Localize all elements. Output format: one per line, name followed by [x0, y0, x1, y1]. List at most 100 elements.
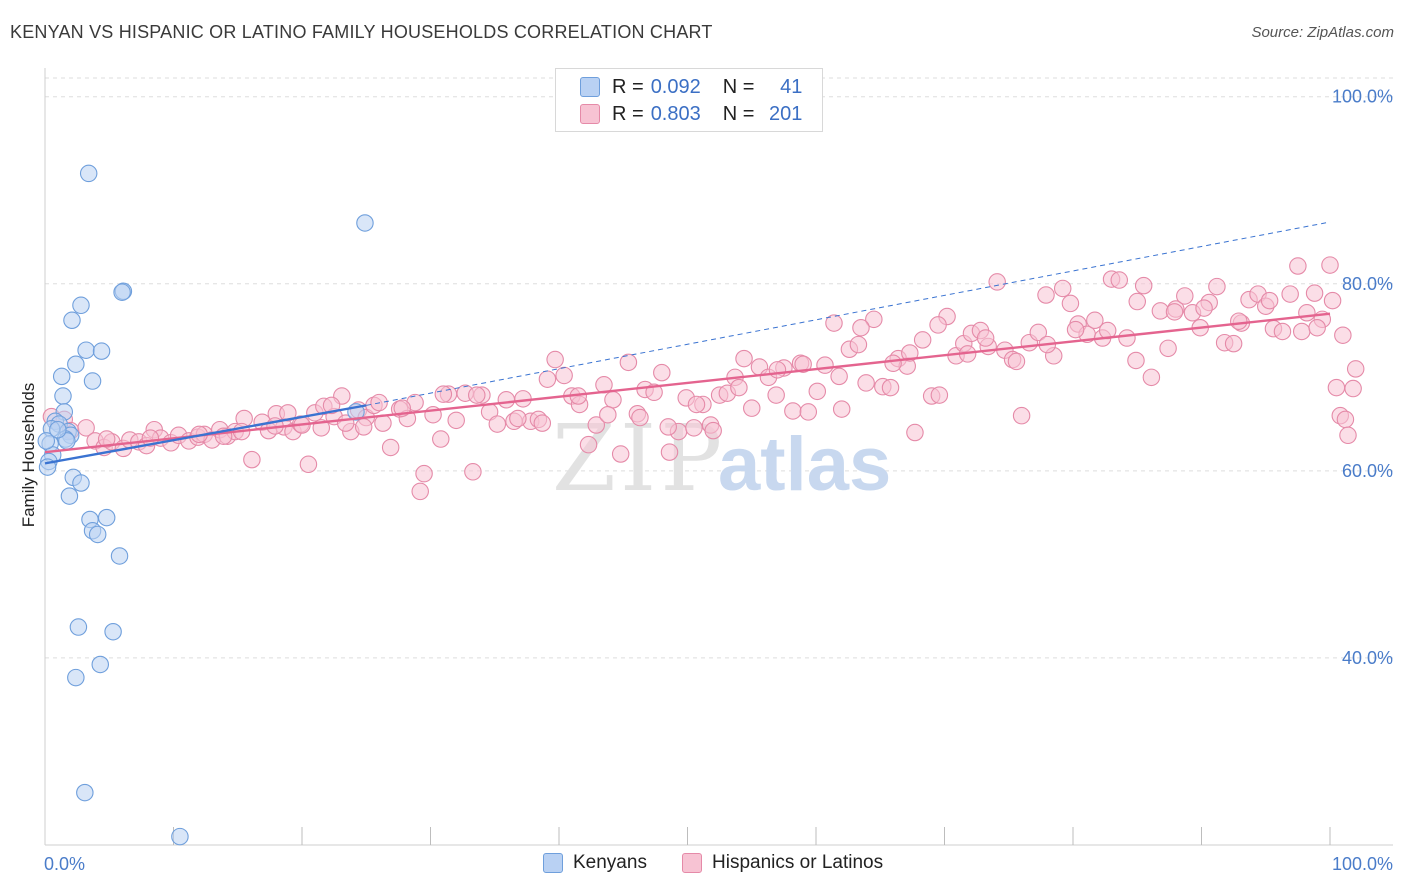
data-point	[97, 508, 116, 527]
data-point	[768, 361, 787, 379]
legend-row-hispanics: R = 0.803 N = 201	[556, 100, 802, 128]
data-point	[509, 409, 527, 428]
data-point	[825, 314, 843, 332]
data-point	[464, 463, 482, 481]
data-point	[767, 386, 785, 404]
data-point	[1292, 322, 1311, 341]
r-label: R =	[612, 75, 644, 98]
source-label: Source: ZipAtlas.com	[1251, 24, 1394, 41]
data-point	[546, 350, 564, 369]
data-point	[794, 355, 812, 373]
data-point	[704, 421, 722, 440]
watermark: ZIP atlas	[552, 405, 891, 512]
data-point	[799, 403, 818, 421]
data-point	[604, 391, 622, 409]
data-point	[687, 395, 706, 414]
data-point	[92, 342, 111, 360]
n-label: N =	[722, 102, 755, 125]
data-point	[857, 374, 875, 392]
data-point	[930, 386, 949, 404]
data-point	[432, 430, 450, 448]
y-tick-label: 40.0%	[1342, 648, 1393, 668]
y-tick-label: 100.0%	[1332, 87, 1393, 107]
pink-swatch-icon	[682, 853, 702, 873]
data-point	[611, 445, 630, 463]
data-point	[1066, 320, 1085, 339]
data-point	[1327, 378, 1346, 397]
data-point	[1224, 334, 1243, 353]
data-point	[988, 273, 1006, 291]
data-point	[1159, 339, 1177, 358]
data-point	[1344, 379, 1362, 398]
data-point	[415, 464, 433, 483]
data-point	[110, 547, 129, 565]
data-point	[1323, 291, 1342, 310]
data-point	[808, 382, 827, 401]
axis-labels: 40.0% 60.0% 80.0% 100.0% 0.0% 100.0% Family Ho…	[19, 87, 1393, 874]
data-point	[381, 438, 400, 457]
data-point	[1195, 299, 1213, 317]
data-point	[865, 310, 883, 329]
data-point	[1086, 311, 1104, 330]
r-value: 0.803	[650, 102, 701, 125]
data-point	[77, 419, 95, 437]
data-point	[1012, 406, 1031, 425]
data-point	[1176, 287, 1194, 305]
n-label: N =	[722, 75, 755, 98]
data-point	[1346, 360, 1365, 378]
data-point	[1061, 294, 1080, 313]
data-point	[434, 385, 453, 403]
grid-lines	[45, 77, 1393, 659]
legend-label: Kenyans	[573, 852, 647, 873]
data-point	[976, 329, 995, 347]
y-axis-label: Family Households	[19, 383, 38, 528]
data-point	[356, 214, 374, 232]
blue-swatch-icon	[543, 853, 563, 873]
data-point	[1037, 286, 1055, 304]
data-point	[906, 423, 924, 442]
data-point	[1308, 318, 1326, 337]
data-point	[1298, 304, 1316, 322]
data-point	[411, 482, 429, 501]
data-point	[468, 386, 486, 404]
legend-label: Hispanics or Latinos	[712, 852, 884, 873]
data-point	[884, 354, 902, 373]
data-point	[79, 164, 98, 183]
data-point	[645, 383, 663, 402]
legend-item-kenyans[interactable]: Kenyans	[543, 852, 647, 874]
data-point	[1230, 312, 1248, 330]
y-tick-label: 80.0%	[1342, 274, 1393, 294]
data-point	[1339, 426, 1357, 445]
blue-swatch-icon	[580, 77, 600, 97]
data-point	[69, 618, 88, 636]
data-point	[1128, 292, 1147, 311]
data-point	[88, 525, 107, 544]
data-point	[83, 372, 102, 390]
data-point	[1305, 284, 1324, 302]
data-point	[849, 335, 868, 354]
data-point	[653, 363, 671, 382]
data-point	[852, 318, 870, 337]
data-point	[67, 668, 85, 687]
legend-item-hispanics[interactable]: Hispanics or Latinos	[682, 852, 883, 874]
data-point	[299, 455, 318, 474]
data-point	[52, 367, 71, 386]
data-point	[279, 404, 297, 422]
data-point	[1208, 277, 1226, 296]
data-point	[555, 366, 573, 385]
data-point	[447, 411, 465, 430]
data-point	[587, 416, 606, 434]
hispanic-trend-line	[44, 312, 1331, 454]
data-point	[538, 370, 557, 388]
n-value: 41	[780, 75, 803, 98]
data-point	[929, 316, 947, 334]
data-point	[97, 430, 116, 448]
data-point	[37, 432, 56, 450]
kenyan-trend-line	[44, 404, 367, 465]
y-tick-label: 60.0%	[1342, 461, 1393, 481]
data-point	[1336, 410, 1355, 429]
data-point	[1127, 351, 1145, 370]
data-point	[171, 827, 189, 846]
data-point	[72, 296, 90, 315]
